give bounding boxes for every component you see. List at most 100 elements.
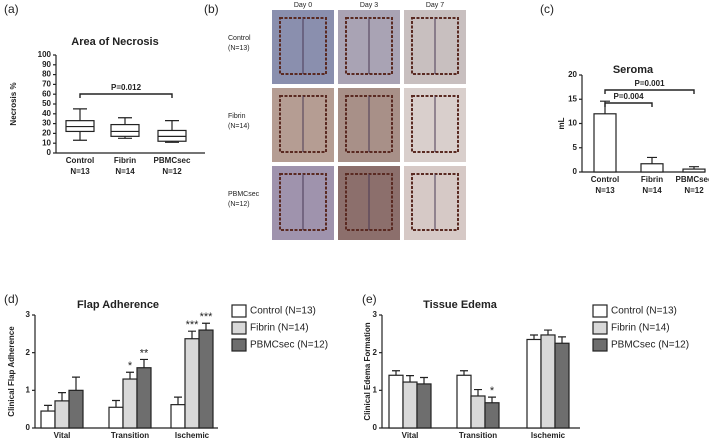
- y-tick-label: 70: [42, 80, 51, 89]
- bar: [184, 338, 200, 429]
- x-tick-label: Fibrin: [641, 175, 663, 184]
- whisker: [73, 108, 87, 141]
- y-tick-label: 3: [26, 310, 31, 319]
- significance-label: ***: [200, 311, 214, 323]
- panel-label: (a): [4, 2, 19, 16]
- y-tick-label: 60: [42, 89, 51, 98]
- row-label: PBMCsec: [228, 191, 260, 198]
- bar: [526, 338, 542, 429]
- legend-swatch: [592, 338, 608, 352]
- significance-label: *: [128, 360, 133, 372]
- panel-label: (d): [4, 292, 19, 306]
- error-bar: [58, 391, 66, 401]
- error-bar: [544, 329, 552, 335]
- y-tick-label: 2: [26, 348, 31, 357]
- column-header: Day 0: [294, 2, 312, 9]
- error-bar: [44, 404, 52, 412]
- legend-swatch: [592, 321, 608, 335]
- row-label: Fibrin: [228, 113, 246, 120]
- box: [110, 123, 140, 137]
- error-bar: [420, 376, 428, 384]
- error-bar: [460, 370, 468, 376]
- panel-label: (b): [204, 2, 219, 16]
- y-tick-label: 30: [42, 119, 51, 128]
- legend-swatch: [231, 304, 247, 318]
- x-tick-sublabel: N=13: [70, 167, 90, 176]
- x-tick-label: Control: [66, 156, 94, 165]
- bar: [456, 374, 472, 429]
- bar: [593, 113, 617, 173]
- x-tick-label: Ischemic: [175, 431, 210, 440]
- x-tick-sublabel: N=13: [595, 186, 615, 195]
- legend-swatch: [592, 304, 608, 318]
- panel-label: (e): [362, 292, 377, 306]
- significance-label: *: [490, 385, 495, 397]
- bar: [108, 406, 124, 429]
- legend-label: Fibrin (N=14): [250, 323, 309, 334]
- y-tick-label: 0: [47, 148, 52, 157]
- legend-swatch: [231, 321, 247, 335]
- bracket-label: P=0.001: [634, 79, 665, 88]
- bracket-label: P=0.004: [613, 92, 644, 101]
- bar: [68, 389, 84, 429]
- chart-title: Area of Necrosis: [71, 36, 158, 48]
- error-bar: [406, 375, 414, 383]
- bar: [416, 383, 432, 429]
- y-tick-label: 40: [42, 109, 51, 118]
- bracket: [604, 102, 653, 107]
- bar: [540, 334, 556, 429]
- bar: [388, 374, 404, 429]
- y-tick-label: 80: [42, 70, 51, 79]
- bracket: [604, 89, 695, 94]
- bar: [40, 410, 56, 429]
- x-tick-label: Vital: [54, 431, 71, 440]
- y-tick-label: 15: [568, 94, 577, 103]
- x-tick-label: Transition: [111, 431, 149, 440]
- y-tick-label: 20: [42, 129, 51, 138]
- error-bar: [530, 334, 538, 340]
- bar: [54, 400, 70, 429]
- error-bar: [140, 358, 148, 368]
- bar: [170, 404, 186, 429]
- chart-title: Tissue Edema: [423, 299, 498, 311]
- y-tick-label: 10: [42, 138, 51, 147]
- y-tick-label: 90: [42, 60, 51, 69]
- bar: [470, 395, 486, 429]
- y-axis-label: Clinical Flap Adherence: [7, 326, 16, 417]
- y-axis-label: Necrosis %: [9, 82, 18, 125]
- error-bar: [647, 156, 657, 164]
- y-axis-label: Clinical Edema Formation: [363, 322, 372, 420]
- panel-label: (c): [540, 2, 554, 16]
- bracket: [79, 93, 173, 98]
- x-tick-sublabel: N=14: [642, 186, 662, 195]
- chart-title: Seroma: [613, 64, 654, 76]
- x-tick-label: Fibrin: [114, 156, 136, 165]
- x-tick-label: Ischemic: [531, 431, 566, 440]
- error-bar: [174, 396, 182, 405]
- legend-label: Control (N=13): [250, 306, 316, 317]
- x-tick-label: Transition: [459, 431, 497, 440]
- error-bar: [72, 376, 80, 391]
- error-bar: [392, 370, 400, 376]
- x-tick-sublabel: N=12: [684, 186, 704, 195]
- error-bar: [188, 330, 196, 339]
- y-tick-label: 5: [573, 143, 578, 152]
- y-tick-label: 50: [42, 99, 51, 108]
- row-label: (N=13): [228, 45, 250, 52]
- y-tick-label: 3: [373, 310, 378, 319]
- error-bar: [488, 396, 496, 403]
- legend-swatch: [231, 338, 247, 352]
- bar: [554, 342, 570, 429]
- column-header: Day 7: [426, 2, 444, 9]
- error-bar: [474, 388, 482, 396]
- row-label: (N=14): [228, 123, 250, 130]
- error-bar: [558, 336, 566, 344]
- error-bar: [202, 322, 210, 331]
- row-label: (N=12): [228, 201, 250, 208]
- whisker: [118, 117, 132, 139]
- y-tick-label: 0: [26, 423, 31, 432]
- y-tick-label: 0: [373, 423, 378, 432]
- bar: [484, 402, 500, 429]
- row-label: Control: [228, 35, 251, 42]
- error-bar: [112, 399, 120, 408]
